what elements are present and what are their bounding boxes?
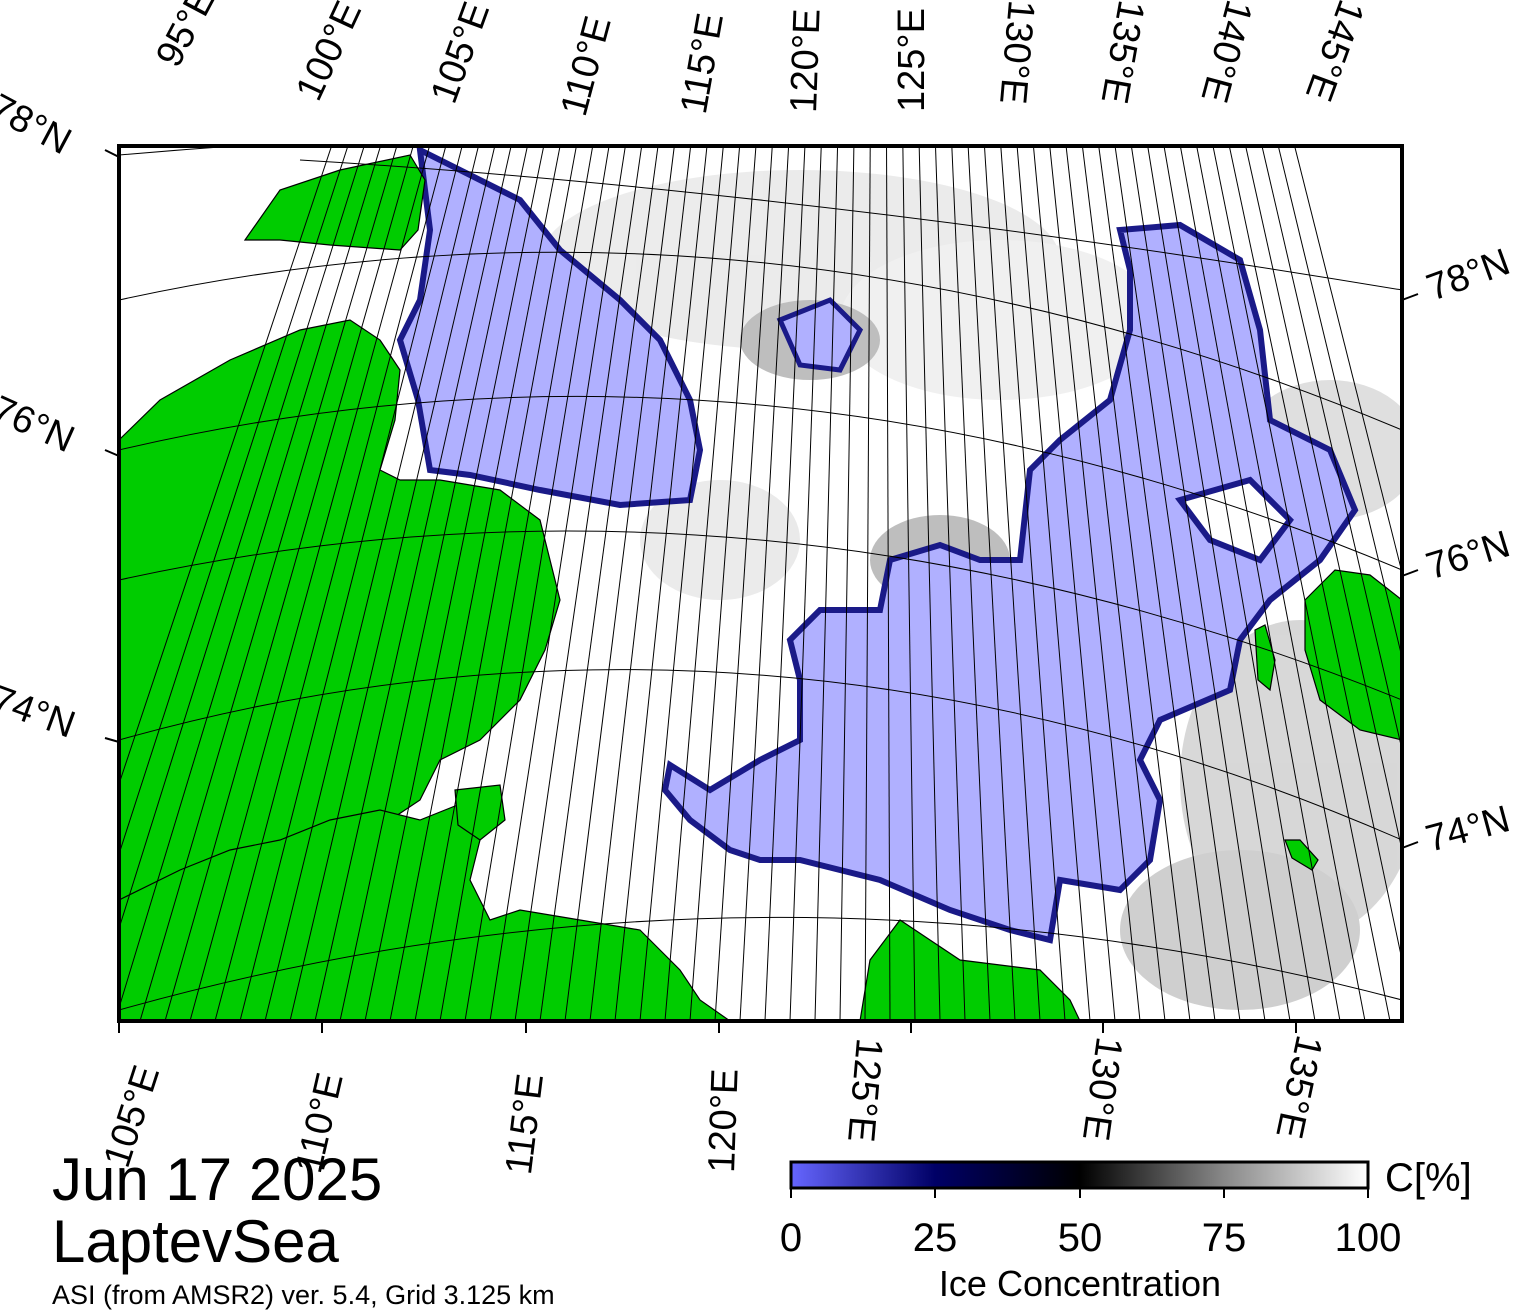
colorbar-title: Ice Concentration xyxy=(938,1263,1222,1304)
meridian-line xyxy=(1130,146,1266,1021)
meridian-line xyxy=(1261,146,1402,752)
meridian-line xyxy=(1212,146,1391,1021)
meridian-line xyxy=(589,146,692,1021)
meridian-line xyxy=(967,146,1016,1021)
meridian-line xyxy=(918,146,941,1021)
meridian-line xyxy=(189,146,431,1021)
meridian-line xyxy=(364,146,545,1021)
meridian-line xyxy=(1147,146,1291,1021)
meridian-line xyxy=(514,146,643,1021)
meridian-line xyxy=(289,146,496,1021)
meridian-line xyxy=(214,146,447,1021)
colorbar-tick-label: 25 xyxy=(912,1216,958,1260)
meridian-line xyxy=(902,146,916,1021)
meridian-line xyxy=(1196,146,1366,1021)
meridian-line xyxy=(564,146,675,1021)
meridian-line xyxy=(1245,146,1402,853)
colorbar-tick-label: 50 xyxy=(1057,1216,1103,1260)
meridian-line xyxy=(119,146,333,786)
meridian-line xyxy=(439,146,594,1021)
meridian-line xyxy=(339,146,528,1021)
frame-ticks xyxy=(104,149,1419,1033)
bottom-lon-label: 120°E xyxy=(701,1068,747,1174)
meridian-line xyxy=(539,146,659,1021)
meridian-line xyxy=(489,146,626,1021)
map-frame xyxy=(117,144,1404,1023)
meridian-line xyxy=(264,146,479,1021)
bottom-lon-label: 125°E xyxy=(839,1036,890,1144)
top-lon-label: 125°E xyxy=(891,8,933,112)
low-ice-areas xyxy=(396,146,1359,944)
meridian-line xyxy=(239,146,463,1021)
meridian-line xyxy=(814,146,839,1021)
top-lon-label: 130°E xyxy=(991,0,1042,106)
meridian-line xyxy=(1000,146,1066,1021)
meridian-line xyxy=(1016,146,1091,1021)
meridian-line xyxy=(164,146,414,1021)
meridian-line xyxy=(864,146,871,1021)
meridian-line xyxy=(689,146,757,1021)
meridian-line xyxy=(983,146,1041,1021)
meridian-line xyxy=(886,146,891,1021)
region-label: LaptevSea xyxy=(52,1208,339,1275)
meridian-line xyxy=(1228,146,1402,963)
meridian-line xyxy=(1114,146,1241,1021)
meridian-line xyxy=(934,146,966,1021)
meridian-line xyxy=(314,146,512,1021)
meridian-line xyxy=(119,146,382,1010)
meridian-line xyxy=(1163,146,1316,1021)
date-label: Jun 17 2025 xyxy=(52,1146,383,1213)
meridian-line xyxy=(139,146,398,1021)
meridian-line xyxy=(414,146,577,1021)
meridian-line xyxy=(614,146,708,1021)
top-lon-label: 120°E xyxy=(783,8,829,114)
meridian-line xyxy=(764,146,806,1021)
graticule xyxy=(119,146,1402,1021)
meridian-line xyxy=(1098,146,1216,1021)
colorbar xyxy=(789,1160,1370,1190)
meridian-line xyxy=(1032,146,1116,1021)
meridian-line xyxy=(119,146,365,931)
meridian-line xyxy=(714,146,773,1021)
meridian-line xyxy=(951,146,991,1021)
colorbar-tick-label: 75 xyxy=(1201,1216,1247,1260)
meridian-line xyxy=(789,146,822,1021)
meridian-line xyxy=(389,146,561,1021)
colorbar-tick-label: 0 xyxy=(779,1216,803,1260)
meridian-line xyxy=(1065,146,1166,1021)
meridian-line xyxy=(1294,146,1402,575)
meridian-line xyxy=(1179,146,1341,1021)
meridian-line xyxy=(739,146,790,1021)
meridian-line xyxy=(464,146,610,1021)
colorbar-unit: C[%] xyxy=(1385,1156,1472,1200)
meridian-line xyxy=(1049,146,1141,1021)
source-label: ASI (from AMSR2) ver. 5.4, Grid 3.125 km xyxy=(52,1280,555,1310)
meridian-line xyxy=(639,146,724,1021)
meridian-line xyxy=(664,146,741,1021)
meridian-line xyxy=(839,146,855,1021)
meridian-line xyxy=(1277,146,1402,660)
colorbar-ticks xyxy=(790,1188,1369,1198)
colorbar-tick-label: 100 xyxy=(1334,1216,1402,1260)
meridian-line xyxy=(119,146,349,856)
meridian-line xyxy=(1081,146,1191,1021)
